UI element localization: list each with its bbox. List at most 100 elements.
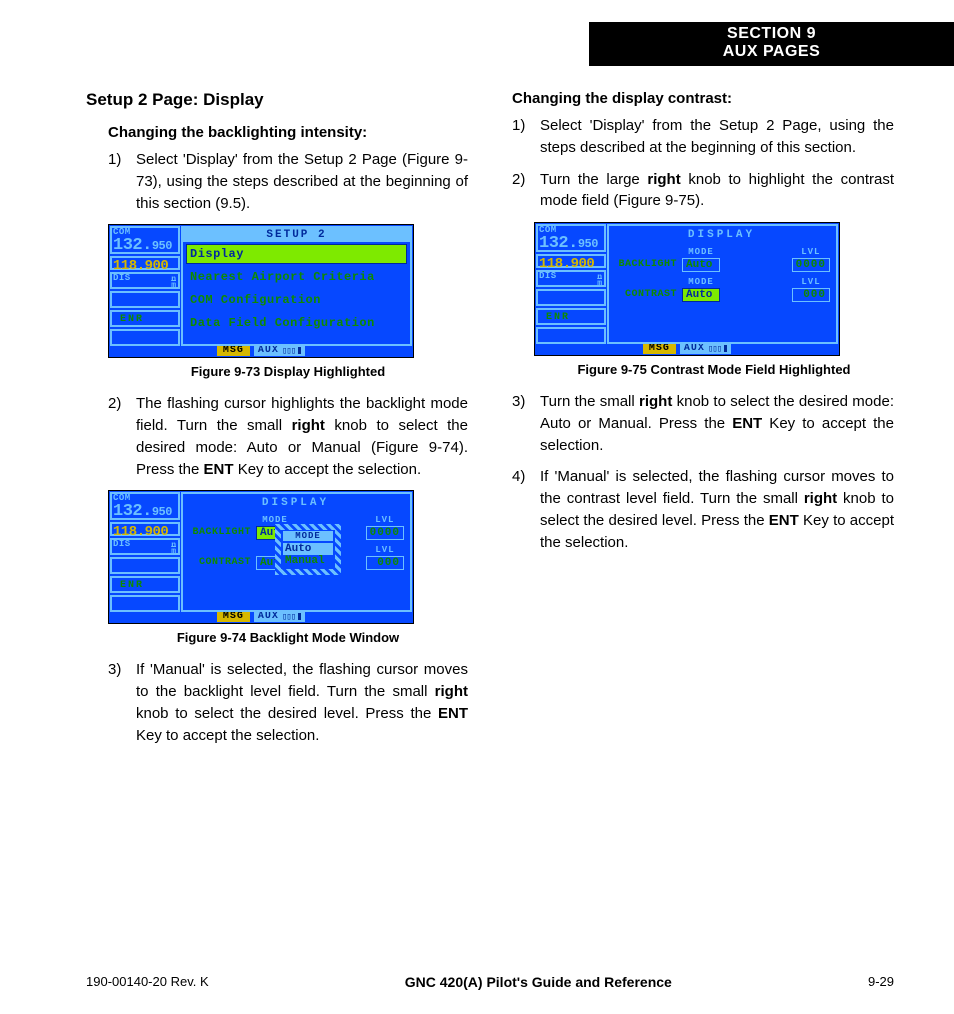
aux-indicator: AUX ▯▯▯ [254,611,305,622]
contrast-steps: 1) Select 'Display' from the Setup 2 Pag… [512,115,894,212]
msg-indicator: MSG [217,345,250,356]
step-3: 3) If 'Manual' is selected, the flashing… [108,659,468,746]
blank-cell-1 [536,289,606,306]
setup2-heading: Setup 2 Page: Display [86,90,468,110]
aux-indicator: AUX ▯▯▯ [680,343,731,354]
step-text: Select 'Display' from the Setup 2 Page, … [540,115,894,159]
backlight-row: BACKLIGHT MODEAuto LVL0000 [613,244,830,272]
blank-cell-2 [110,595,180,612]
content-columns: Setup 2 Page: Display Changing the backl… [86,90,894,756]
footer-left: 190-00140-20 Rev. K [86,974,209,990]
gps-main-panel: DISPLAY BACKLIGHT MODEAuto LVL0000 CONTR… [181,492,412,612]
backlight-heading: Changing the backlighting intensity: [108,124,468,141]
figure-9-75: COM 132.950 118.900 DIS nm ENR [534,222,894,377]
lvl-header: LVL [801,247,820,257]
contrast-steps-2: 3) Turn the small right knob to select t… [512,391,894,553]
gps-main-panel: DISPLAY BACKLIGHT MODEAuto LVL0000 CONTR… [607,224,838,344]
com-cell: COM 132.950 [536,224,606,252]
blank-cell-2 [110,329,180,346]
nm-unit: nm [597,275,602,286]
panel-title: SETUP 2 [183,228,410,242]
blank-cell-2 [536,327,606,344]
contrast-label: CONTRAST [613,289,677,302]
blank-cell-1 [110,557,180,574]
backlight-lvl-field[interactable]: 0000 [792,258,830,272]
backlight-label: BACKLIGHT [613,259,677,272]
msg-indicator: MSG [643,343,676,354]
gps-sidebar: COM 132.950 118.900 DIS nm ENR [109,225,181,347]
dis-label: DIS [113,539,131,549]
enr-cell: ENR [110,310,180,327]
contrast-heading: Changing the display contrast: [512,90,894,107]
right-column: Changing the display contrast: 1) Select… [512,90,894,756]
freq-standby-cell: 118.900 [110,522,180,536]
step-2: 2) Turn the large right knob to highligh… [512,169,894,213]
gps-screen-backlight: COM 132.950 118.900 DIS nm ENR [108,490,414,624]
dis-label: DIS [113,273,131,283]
step-text: If 'Manual' is selected, the flashing cu… [540,466,894,553]
gps-sidebar: COM 132.950 118.900 DIS nm ENR [535,223,607,345]
step-text: Turn the large right knob to highlight t… [540,169,894,213]
step-num: 2) [108,393,136,480]
step-4: 4) If 'Manual' is selected, the flashing… [512,466,894,553]
step-2: 2) The flashing cursor highlights the ba… [108,393,468,480]
step-num: 3) [512,391,540,456]
step-num: 4) [512,466,540,553]
popup-manual[interactable]: Manual [283,555,333,567]
nm-unit: nm [171,543,176,554]
menu-datafield[interactable]: Data Field Configuration [186,313,407,333]
backlight-steps-3: 3) If 'Manual' is selected, the flashing… [108,659,468,746]
step-num: 2) [512,169,540,213]
com-label: COM [113,227,131,237]
freq-standby-cell: 118.900 [110,256,180,270]
backlight-steps-2: 2) The flashing cursor highlights the ba… [108,393,468,480]
dis-cell: DIS nm [110,538,180,555]
lvl-header-2: LVL [801,277,820,287]
enr-cell: ENR [110,576,180,593]
contrast-mode-field[interactable]: Auto [682,288,720,302]
menu-display[interactable]: Display [186,244,407,264]
enr-label: ENR [538,310,604,324]
backlight-label: BACKLIGHT [187,527,251,540]
mode-header: MODE [688,247,714,257]
mode-popup: MODE Auto Manual [275,524,341,575]
step-1: 1) Select 'Display' from the Setup 2 Pag… [512,115,894,159]
step-text: Turn the small right knob to select the … [540,391,894,456]
popup-auto[interactable]: Auto [283,543,333,555]
step-3: 3) Turn the small right knob to select t… [512,391,894,456]
popup-title: MODE [283,531,333,541]
gps-sidebar: COM 132.950 118.900 DIS nm ENR [109,491,181,613]
lvl-header-2: LVL [375,545,394,555]
msg-indicator: MSG [217,611,250,622]
left-column: Setup 2 Page: Display Changing the backl… [86,90,468,756]
backlight-mode-field[interactable]: Auto [682,258,720,272]
com-cell: COM 132.950 [110,226,180,254]
com-label: COM [539,225,557,235]
contrast-lvl-field[interactable]: 000 [792,288,830,302]
gps-screen-setup2: COM 132.950 118.900 DIS nm ENR [108,224,414,358]
backlight-lvl-field[interactable]: 0000 [366,526,404,540]
display-title: DISPLAY [187,497,404,509]
blank-cell-1 [110,291,180,308]
footer-center: GNC 420(A) Pilot's Guide and Reference [405,974,672,990]
dis-label: DIS [539,271,557,281]
display-title: DISPLAY [613,229,830,241]
page: SECTION 9 AUX PAGES Setup 2 Page: Displa… [0,0,954,1014]
gps-main-panel: SETUP 2 Display Nearest Airport Criteria… [181,226,412,346]
menu-com[interactable]: COM Configuration [186,290,407,310]
nm-unit: nm [171,277,176,288]
menu-nearest[interactable]: Nearest Airport Criteria [186,267,407,287]
dis-cell: DIS nm [536,270,606,287]
contrast-lvl-field[interactable]: 000 [366,556,404,570]
footer-right: 9-29 [868,974,894,990]
backlight-steps: 1) Select 'Display' from the Setup 2 Pag… [108,149,468,214]
enr-label: ENR [112,312,178,326]
step-text: If 'Manual' is selected, the flashing cu… [136,659,468,746]
enr-label: ENR [112,578,178,592]
section-tab: SECTION 9 AUX PAGES [589,22,954,66]
section-line1: SECTION 9 [589,25,954,43]
page-footer: 190-00140-20 Rev. K GNC 420(A) Pilot's G… [86,974,894,990]
setup2-menu: Display Nearest Airport Criteria COM Con… [183,242,410,338]
step-num: 3) [108,659,136,746]
lvl-header: LVL [375,515,394,525]
